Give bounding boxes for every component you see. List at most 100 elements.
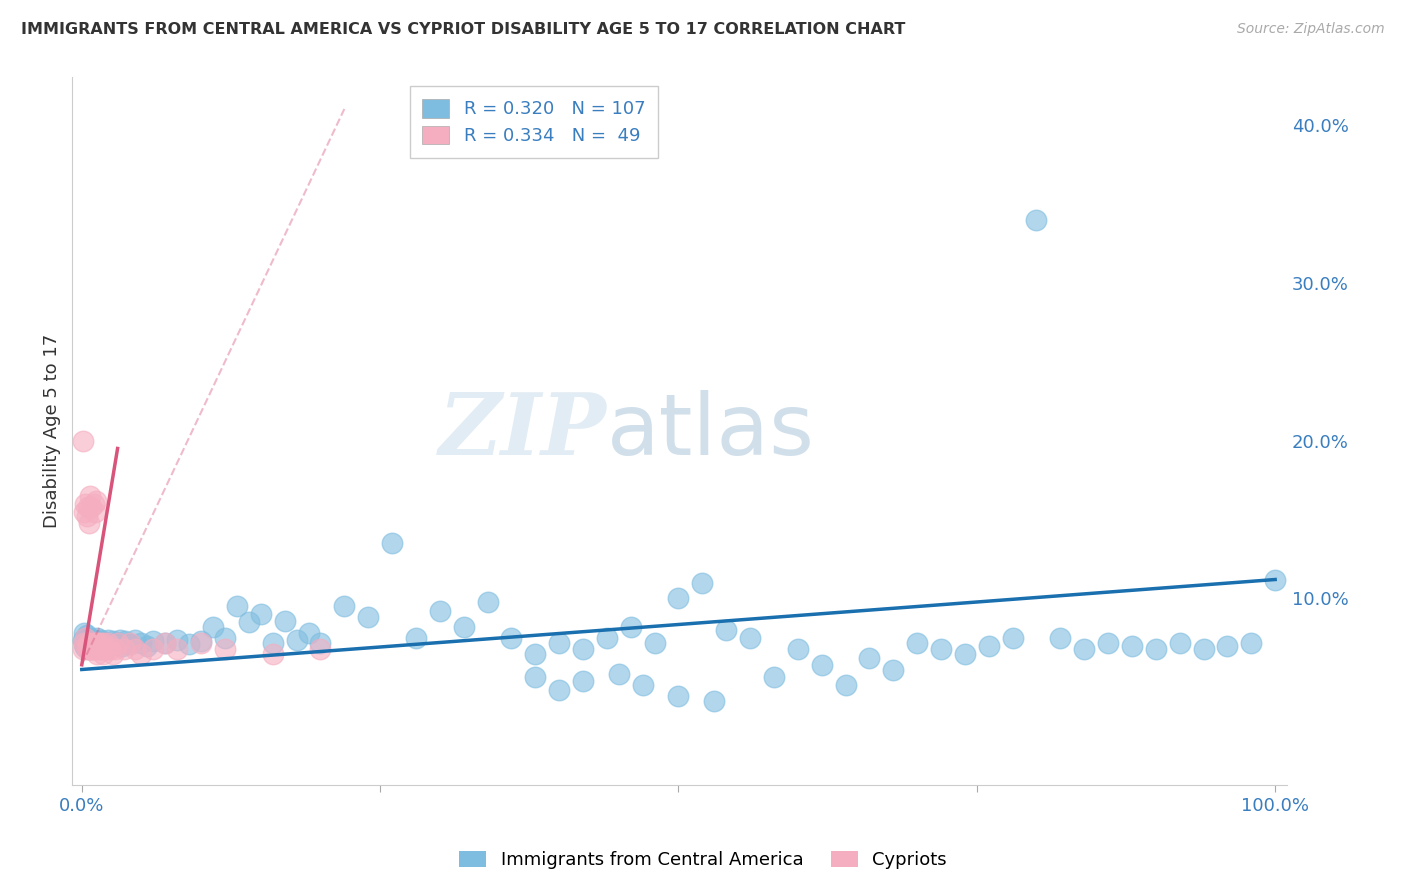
Point — [309, 635, 332, 649]
Point — [83, 497, 105, 511]
Point — [834, 678, 856, 692]
Point — [76, 500, 98, 514]
Point — [262, 635, 284, 649]
Point — [86, 647, 108, 661]
Point — [1121, 639, 1143, 653]
Point — [620, 620, 643, 634]
Point — [1097, 635, 1119, 649]
Point — [273, 614, 295, 628]
Point — [179, 637, 201, 651]
Point — [104, 642, 127, 657]
Point — [607, 667, 630, 681]
Point — [101, 647, 124, 661]
Point — [84, 639, 107, 653]
Point — [77, 631, 100, 645]
Point — [100, 642, 122, 657]
Point — [357, 610, 380, 624]
Point — [94, 642, 117, 657]
Point — [82, 640, 104, 655]
Point — [762, 670, 785, 684]
Text: Source: ZipAtlas.com: Source: ZipAtlas.com — [1237, 22, 1385, 37]
Point — [83, 637, 105, 651]
Point — [548, 683, 571, 698]
Point — [84, 505, 107, 519]
Point — [810, 657, 832, 672]
Point — [100, 639, 122, 653]
Point — [75, 640, 97, 655]
Point — [84, 635, 107, 649]
Point — [79, 640, 101, 655]
Point — [166, 632, 188, 647]
Point — [1168, 635, 1191, 649]
Point — [668, 690, 690, 704]
Point — [1144, 642, 1167, 657]
Point — [124, 632, 146, 647]
Point — [86, 639, 108, 653]
Point — [262, 647, 284, 661]
Point — [929, 642, 952, 657]
Point — [905, 635, 928, 649]
Point — [716, 623, 738, 637]
Point — [668, 591, 690, 606]
Point — [84, 640, 107, 655]
Point — [87, 637, 110, 651]
Point — [692, 575, 714, 590]
Point — [73, 635, 96, 649]
Point — [80, 642, 103, 657]
Point — [381, 536, 404, 550]
Point — [118, 635, 141, 649]
Point — [91, 642, 114, 657]
Point — [73, 637, 96, 651]
Point — [76, 635, 98, 649]
Point — [72, 642, 94, 657]
Point — [1001, 631, 1024, 645]
Point — [91, 647, 114, 661]
Point — [72, 434, 94, 448]
Point — [572, 673, 595, 688]
Point — [73, 505, 96, 519]
Point — [190, 635, 212, 649]
Point — [104, 637, 127, 651]
Point — [75, 631, 97, 645]
Point — [1192, 642, 1215, 657]
Point — [333, 599, 356, 614]
Point — [703, 694, 725, 708]
Point — [75, 631, 97, 645]
Point — [124, 642, 146, 657]
Point — [79, 635, 101, 649]
Point — [84, 642, 107, 657]
Point — [90, 635, 112, 649]
Point — [86, 635, 108, 649]
Point — [1073, 642, 1095, 657]
Point — [114, 634, 136, 648]
Point — [76, 628, 98, 642]
Point — [297, 626, 319, 640]
Point — [80, 634, 103, 648]
Point — [76, 635, 98, 649]
Point — [84, 493, 107, 508]
Point — [977, 639, 1000, 653]
Point — [1216, 639, 1239, 653]
Point — [76, 639, 98, 653]
Point — [93, 635, 115, 649]
Point — [89, 642, 111, 657]
Point — [453, 620, 475, 634]
Point — [1264, 573, 1286, 587]
Point — [309, 642, 332, 657]
Point — [214, 631, 236, 645]
Point — [80, 500, 103, 514]
Point — [89, 639, 111, 653]
Point — [596, 631, 619, 645]
Point — [142, 634, 165, 648]
Point — [882, 663, 904, 677]
Point — [101, 634, 124, 648]
Legend: R = 0.320   N = 107, R = 0.334   N =  49: R = 0.320 N = 107, R = 0.334 N = 49 — [409, 87, 658, 158]
Point — [142, 642, 165, 657]
Point — [136, 639, 159, 653]
Point — [631, 678, 654, 692]
Point — [83, 642, 105, 657]
Point — [524, 647, 547, 661]
Point — [84, 634, 107, 648]
Point — [83, 632, 105, 647]
Point — [76, 634, 98, 648]
